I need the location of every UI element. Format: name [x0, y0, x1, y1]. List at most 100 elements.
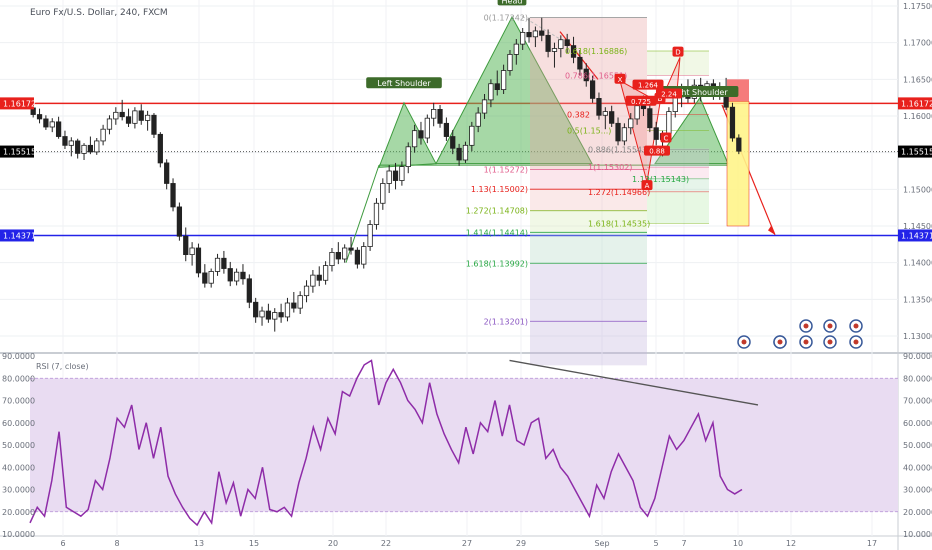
harmonic-point-label: 0.725	[631, 98, 651, 106]
candle-up	[475, 112, 481, 127]
candle-down	[456, 147, 462, 161]
rsi-tick-label-left: 40.0000	[2, 463, 35, 472]
candle-down	[729, 106, 736, 139]
price-tag-bg	[898, 229, 932, 242]
price-tick-label: 1.13500	[903, 295, 932, 304]
candle-up	[367, 224, 373, 247]
rsi-tick-label-left: 70.0000	[2, 397, 35, 406]
event-flag-icon-dot	[803, 339, 809, 345]
price-tick-label: 1.14500	[903, 222, 932, 231]
candle-up	[532, 30, 539, 38]
harmonic-point-bg	[644, 145, 670, 156]
candle-down	[170, 183, 176, 208]
candle-up	[551, 48, 558, 52]
time-tick-label: 27	[462, 539, 472, 548]
fib-level-label-right: 1.13(1.15143)	[632, 175, 689, 184]
fib-level-label: 2(1.13201)	[484, 317, 528, 326]
event-flag-icon-dot	[827, 323, 833, 329]
rsi-line	[29, 359, 743, 527]
chart-title: Euro Fx/U.S. Dollar, 240, FXCM	[30, 8, 168, 18]
candle-up	[189, 247, 195, 255]
candle-up	[259, 310, 265, 318]
price-tag-bg	[898, 97, 932, 110]
candle-up	[405, 146, 411, 168]
fib-zone-1-61	[530, 263, 647, 366]
rsi-tick-label-left: 30.0000	[2, 486, 35, 495]
candle-down	[75, 140, 81, 154]
arrow-head	[768, 226, 775, 235]
event-flag-icon-dot	[827, 339, 833, 345]
pattern-label: Right Shoulder	[668, 88, 728, 97]
candle-down	[164, 162, 170, 184]
candle-up	[380, 183, 386, 204]
candle-up	[329, 251, 335, 266]
candle-down	[570, 45, 577, 58]
time-tick-label: 6	[60, 539, 65, 548]
fib-level-label-right: 0.886(1.15543)	[588, 146, 650, 155]
candle-up	[399, 166, 405, 181]
candle-up	[672, 96, 678, 113]
candle-up	[666, 111, 672, 134]
price-tag-bg	[898, 145, 932, 158]
candle-down	[653, 127, 659, 140]
price-tag-bg	[0, 229, 34, 242]
candle-down	[494, 83, 500, 90]
fib-level-label: 1.13(1.15002)	[471, 185, 528, 194]
rsi-tick-label: 80.0000	[903, 374, 932, 383]
candle-up	[233, 271, 240, 282]
fib-zone-1-41	[530, 232, 647, 264]
time-tick-label: 29	[516, 539, 526, 548]
harmonic-point-label: 2.24	[661, 90, 677, 98]
fib-level-label: 1(1.15272)	[484, 165, 528, 174]
candle-down	[221, 257, 227, 269]
candle-down	[443, 122, 450, 137]
rsi-band	[30, 378, 898, 512]
candle-down	[736, 137, 742, 152]
event-flag-icon-dot	[777, 339, 783, 345]
candle-down	[545, 34, 551, 52]
candle-down	[392, 170, 399, 181]
rsi-tick-label-left: 60.0000	[2, 419, 35, 428]
fib-level-label: 1.414(1.14414)	[466, 228, 528, 237]
fib-level-label: 1.618(1.13992)	[466, 259, 528, 268]
candle-down	[227, 268, 233, 282]
fib-zone-r4	[647, 179, 709, 192]
candle-down	[62, 136, 68, 146]
candle-up	[469, 125, 475, 146]
harmonic-point-bg	[614, 73, 626, 84]
pattern-label: Left Shoulder	[377, 79, 431, 88]
rsi-tick-label: 60.0000	[903, 419, 932, 428]
price-tag-bg	[0, 145, 34, 158]
candle-up	[132, 110, 138, 124]
candle-up	[513, 43, 519, 55]
fib-zone-1	[530, 169, 647, 190]
candle-up	[500, 70, 507, 90]
price-tag-label: 1.15515	[3, 148, 36, 157]
candle-down	[354, 249, 361, 265]
candle-up	[602, 111, 608, 116]
fib-zone-1-13	[530, 189, 647, 211]
candle-down	[246, 278, 252, 303]
candle-up	[214, 257, 221, 272]
time-tick-label: 15	[249, 539, 259, 548]
harmonic-point-label: D	[675, 49, 680, 57]
price-tag-label: 1.16172	[3, 99, 36, 108]
candle-up	[284, 302, 291, 318]
fib-level-label: 1.272(1.14708)	[466, 207, 528, 216]
rsi-label: RSI (7, close)	[36, 362, 89, 371]
candle-up	[520, 32, 526, 45]
rsi-tick-label: 20.0000	[903, 508, 932, 517]
event-flag-icon-dot	[853, 339, 859, 345]
candle-down	[526, 32, 532, 38]
price-tick-label: 1.17000	[903, 39, 932, 48]
time-tick-label: 8	[114, 539, 119, 548]
candle-up	[81, 144, 87, 154]
rsi-tick-label: 50.0000	[903, 441, 932, 450]
fib-zone-r3	[647, 167, 709, 180]
harmonic-point-label: A	[645, 182, 650, 190]
candle-up	[558, 39, 564, 49]
candle-down	[176, 206, 183, 237]
candle-up	[322, 265, 329, 281]
pattern-label: Head	[502, 0, 523, 5]
